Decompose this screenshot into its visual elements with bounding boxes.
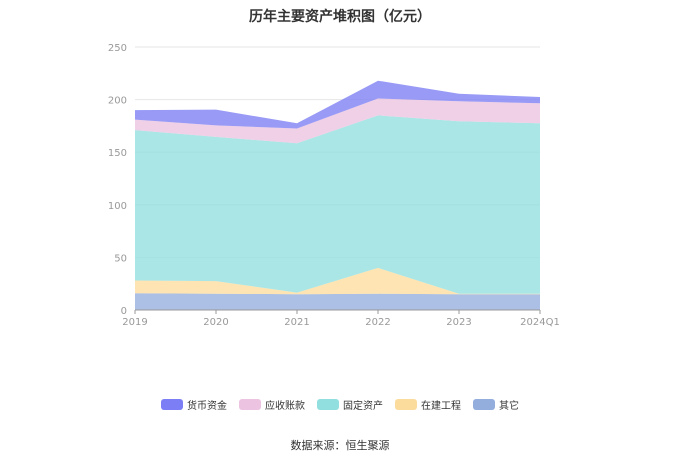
legend-label: 在建工程 (421, 401, 461, 412)
legend-swatch (239, 399, 261, 410)
legend-item[interactable]: 应收账款 (239, 397, 305, 412)
legend-item[interactable]: 货币资金 (161, 397, 227, 412)
legend-label: 固定资产 (343, 401, 383, 412)
area-0 (135, 293, 540, 310)
x-tick-label: 2020 (203, 317, 228, 328)
y-tick-label: 100 (108, 201, 127, 212)
x-tick-label: 2024Q1 (520, 317, 560, 328)
legend-label: 货币资金 (187, 401, 227, 412)
axes: 0 50 100 150 200 250 2019 2020 2021 2022 2023 2024Q… (108, 43, 560, 328)
legend-label: 应收账款 (265, 401, 305, 412)
data-source: 数据来源：恒生聚源 (290, 439, 390, 452)
chart-title: 历年主要资产堆积图（亿元） (249, 9, 431, 25)
y-tick-label: 250 (108, 43, 127, 54)
area-4 (135, 80, 540, 129)
y-tick-label: 200 (108, 96, 127, 107)
area-1 (135, 267, 540, 295)
area-series (135, 80, 540, 310)
legend-item[interactable]: 固定资产 (317, 397, 383, 412)
legend-swatch (317, 399, 339, 410)
x-tick-label: 2019 (122, 317, 147, 328)
y-tick-label: 150 (108, 148, 127, 159)
legend: 货币资金 应收账款 固定资产 在建工程 其它 (0, 397, 680, 412)
legend-item[interactable]: 其它 (473, 397, 519, 412)
legend-label: 其它 (499, 401, 519, 412)
legend-swatch (395, 399, 417, 410)
legend-swatch (473, 399, 495, 410)
x-tick-label: 2022 (365, 317, 390, 328)
area-2 (135, 115, 540, 294)
x-tick-label: 2021 (284, 317, 309, 328)
x-tick-label: 2023 (446, 317, 471, 328)
y-tick-label: 50 (114, 253, 127, 264)
area-3 (135, 98, 540, 144)
y-tick-label: 0 (121, 306, 127, 317)
legend-item[interactable]: 在建工程 (395, 397, 461, 412)
legend-swatch (161, 399, 183, 410)
